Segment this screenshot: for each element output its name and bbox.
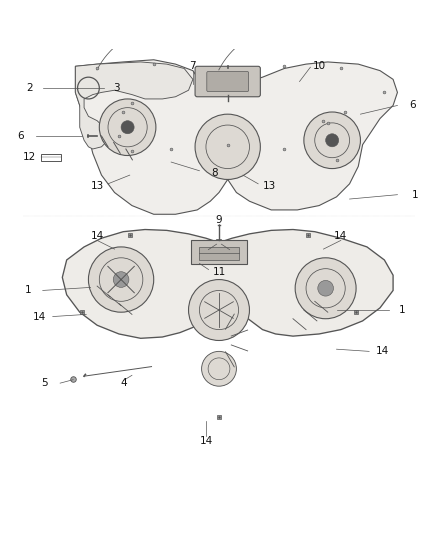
Text: 14: 14 [199, 435, 212, 446]
Text: 4: 4 [120, 378, 127, 388]
Text: 14: 14 [33, 312, 46, 321]
Text: 14: 14 [375, 346, 389, 357]
Bar [41, 154, 61, 161]
Circle shape [121, 120, 134, 134]
Text: 10: 10 [313, 61, 326, 71]
Text: 6: 6 [18, 131, 24, 141]
Text: 6: 6 [410, 100, 416, 110]
Circle shape [195, 114, 260, 180]
Text: 14: 14 [91, 231, 104, 241]
Text: 12: 12 [23, 152, 36, 162]
Text: 14: 14 [334, 231, 347, 241]
Polygon shape [62, 230, 393, 338]
Text: 9: 9 [215, 215, 223, 225]
Text: 2: 2 [26, 83, 33, 93]
FancyBboxPatch shape [207, 71, 249, 92]
Circle shape [99, 99, 156, 156]
Text: 5: 5 [42, 378, 48, 388]
Text: 13: 13 [262, 181, 276, 191]
Text: 1: 1 [399, 305, 405, 315]
FancyBboxPatch shape [195, 66, 260, 97]
Circle shape [318, 280, 333, 296]
Text: 3: 3 [113, 83, 120, 93]
Text: 1: 1 [412, 190, 418, 200]
Circle shape [88, 247, 154, 312]
Circle shape [113, 272, 129, 287]
Bar [199, 247, 239, 260]
Bar [191, 240, 247, 264]
Circle shape [295, 258, 356, 319]
Text: 8: 8 [212, 168, 218, 178]
Circle shape [188, 279, 250, 341]
Text: 7: 7 [190, 61, 196, 71]
Text: 13: 13 [91, 181, 104, 191]
Circle shape [304, 112, 360, 168]
Circle shape [201, 351, 237, 386]
Text: 11: 11 [212, 266, 226, 277]
Text: 1: 1 [25, 286, 32, 295]
Circle shape [325, 134, 339, 147]
Polygon shape [75, 62, 193, 149]
Polygon shape [75, 60, 397, 214]
